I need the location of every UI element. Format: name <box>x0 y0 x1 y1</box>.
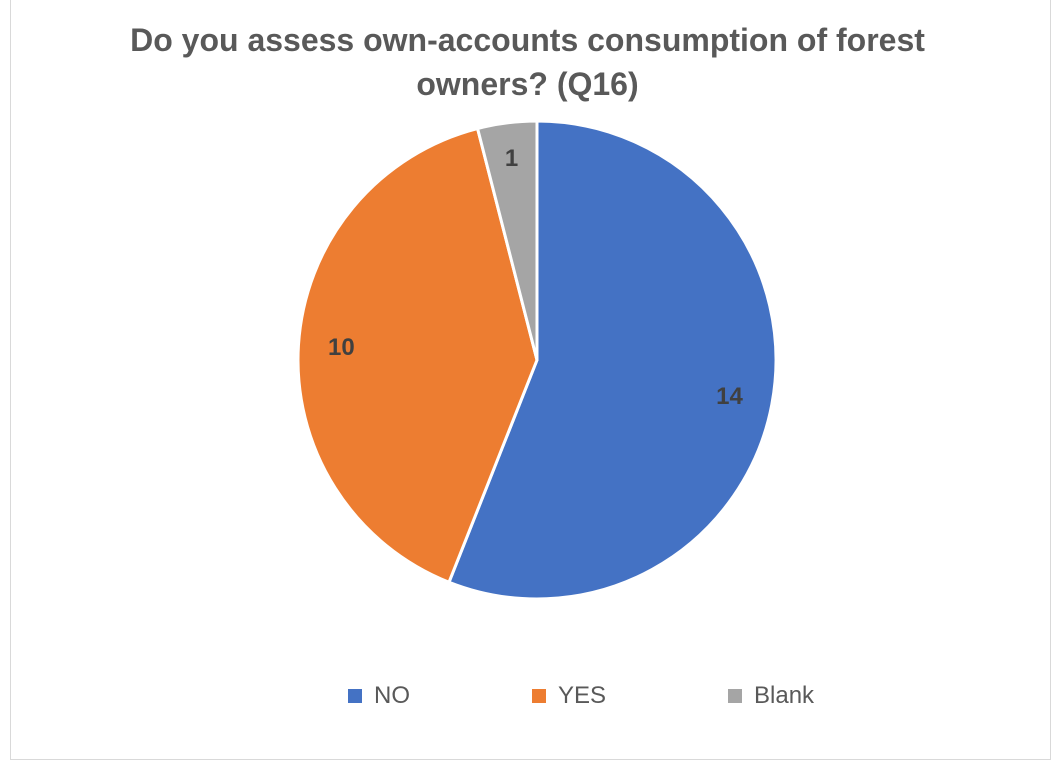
data-label-yes: 10 <box>328 334 355 361</box>
pie-slice-blank <box>476 119 539 362</box>
legend-label-yes: YES <box>558 682 607 709</box>
legend-item-no: NO <box>348 676 410 716</box>
legend-label-no: NO <box>374 682 410 709</box>
legend-swatch-yes <box>532 689 546 703</box>
chart-title: Do you assess own-accounts consumption o… <box>0 18 1055 106</box>
legend-item-yes: YES <box>532 676 606 716</box>
data-label-blank: 1 <box>505 145 518 172</box>
legend-label-blank: Blank <box>754 682 815 709</box>
legend-swatch-no <box>348 689 362 703</box>
pie-slice-no <box>447 119 778 601</box>
legend-item-blank: Blank <box>728 676 814 716</box>
chart-title-line-1: Do you assess own-accounts consumption o… <box>130 22 925 58</box>
legend-swatch-blank <box>728 689 742 703</box>
data-label-no: 14 <box>716 383 743 410</box>
chart-title-line-2: owners? (Q16) <box>416 66 639 102</box>
chart-legend: NO YES Blank <box>0 676 1055 716</box>
pie-slice-yes <box>296 127 539 584</box>
